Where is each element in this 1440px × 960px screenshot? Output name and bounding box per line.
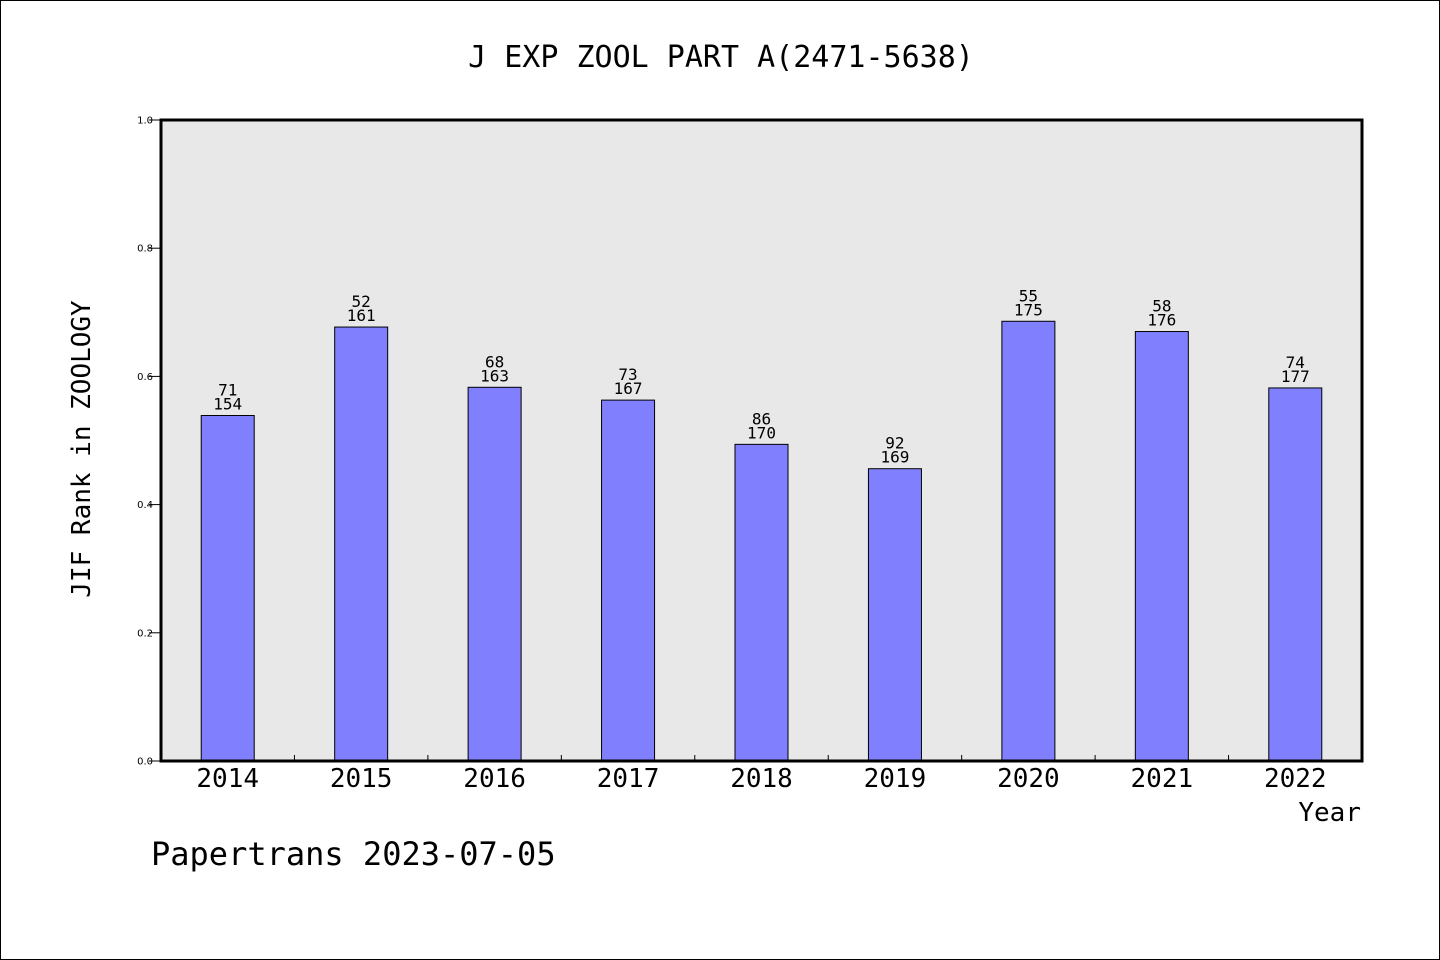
y-tick-label: 0.8 <box>137 244 153 255</box>
bar-label-total-2015: 161 <box>347 306 376 325</box>
bar-2017 <box>601 399 656 762</box>
x-tick-label-2015: 2015 <box>330 764 393 794</box>
bar-label-total-2022: 177 <box>1281 367 1310 386</box>
bar-label-total-2016: 163 <box>480 366 509 385</box>
y-tick-label: 0.0 <box>137 757 153 768</box>
bar-label-total-2014: 154 <box>213 395 242 414</box>
bar-label-rank-2020: 55 <box>1019 286 1038 305</box>
bar-label-rank-2021: 58 <box>1152 297 1171 316</box>
bar-2015 <box>334 326 389 762</box>
plot-border <box>159 118 1364 763</box>
x-tick-label-2018: 2018 <box>730 764 793 794</box>
bar-label-total-2020: 175 <box>1014 300 1043 319</box>
bar-label-rank-2018: 86 <box>752 409 771 428</box>
x-tick-label-2016: 2016 <box>463 764 526 794</box>
chart-title: J EXP ZOOL PART A(2471-5638) <box>468 40 974 75</box>
bar-2022 <box>1268 387 1323 762</box>
bar-label-total-2017: 167 <box>614 379 643 398</box>
bar-label-total-2021: 176 <box>1147 311 1176 330</box>
ticks-layer: 2014 2015 2016 2017 2018 2019 2020 2021 2022 0.0 0… <box>137 116 1326 795</box>
bar-label-total-2019: 169 <box>880 448 909 467</box>
bar-2016 <box>467 386 522 762</box>
bar-label-rank-2019: 92 <box>885 434 904 453</box>
x-axis-label: Year <box>1298 798 1361 828</box>
y-tick-label: 0.6 <box>137 372 153 383</box>
x-tick-label-2020: 2020 <box>997 764 1060 794</box>
bar-2019 <box>867 468 922 762</box>
x-tick-label-2022: 2022 <box>1264 764 1327 794</box>
bar-label-rank-2016: 68 <box>485 352 504 371</box>
bar-2014 <box>200 415 255 762</box>
y-tick-label: 0.4 <box>137 500 153 511</box>
x-tick-label-2014: 2014 <box>196 764 259 794</box>
bar-label-rank-2017: 73 <box>618 365 637 384</box>
footer-text: Papertrans 2023-07-05 <box>151 835 556 873</box>
x-tick-label-2019: 2019 <box>864 764 927 794</box>
bar-label-rank-2022: 74 <box>1286 353 1305 372</box>
x-tick-label-2017: 2017 <box>597 764 660 794</box>
y-axis-label: JIF Rank in ZOOLOGY <box>67 300 97 598</box>
y-tick-label: 0.2 <box>137 628 153 639</box>
y-tick-label: 1.0 <box>137 116 153 127</box>
bar-label-rank-2014: 71 <box>218 381 237 400</box>
bar-label-rank-2015: 52 <box>352 292 371 311</box>
x-tick-label-2021: 2021 <box>1131 764 1194 794</box>
bar-2018 <box>734 443 789 762</box>
bar-2021 <box>1134 331 1189 762</box>
bar-2020 <box>1001 320 1056 762</box>
bar-label-total-2018: 170 <box>747 423 776 442</box>
